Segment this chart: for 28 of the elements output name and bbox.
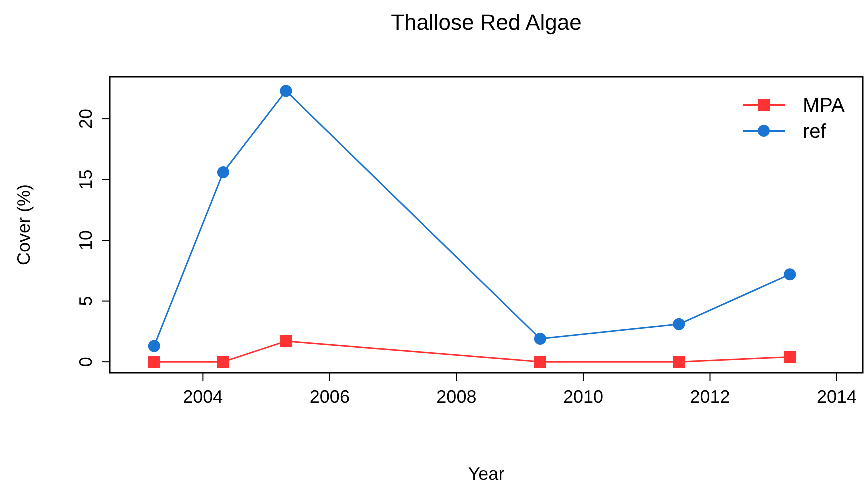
y-tick-label: 15 (76, 170, 96, 190)
legend-label: MPA (803, 95, 846, 117)
y-tick-label: 20 (76, 109, 96, 130)
chart-title: Thallose Red Algae (391, 10, 582, 35)
y-tick-label: 5 (76, 296, 96, 306)
point (673, 318, 686, 330)
point (280, 335, 292, 348)
x-axis-title: Year (468, 464, 505, 484)
point (217, 356, 230, 368)
point (148, 340, 160, 352)
point (534, 332, 546, 345)
y-tick-label: 10 (76, 230, 96, 251)
point (148, 356, 160, 368)
point (280, 85, 292, 98)
x-tick-label: 2014 (816, 387, 858, 407)
point (673, 356, 686, 368)
x-tick-label: 2006 (310, 387, 350, 407)
legend-label: ref (803, 121, 827, 143)
y-tick-label: 0 (76, 357, 96, 368)
point (784, 351, 796, 364)
x-tick-label: 2008 (436, 387, 477, 407)
x-tick-label: 2012 (690, 387, 730, 407)
point (217, 166, 230, 179)
point (784, 268, 796, 281)
point (534, 356, 546, 368)
y-axis-title: Cover (%) (14, 184, 34, 266)
x-tick-label: 2010 (563, 387, 604, 407)
x-tick-label: 2004 (183, 387, 224, 407)
